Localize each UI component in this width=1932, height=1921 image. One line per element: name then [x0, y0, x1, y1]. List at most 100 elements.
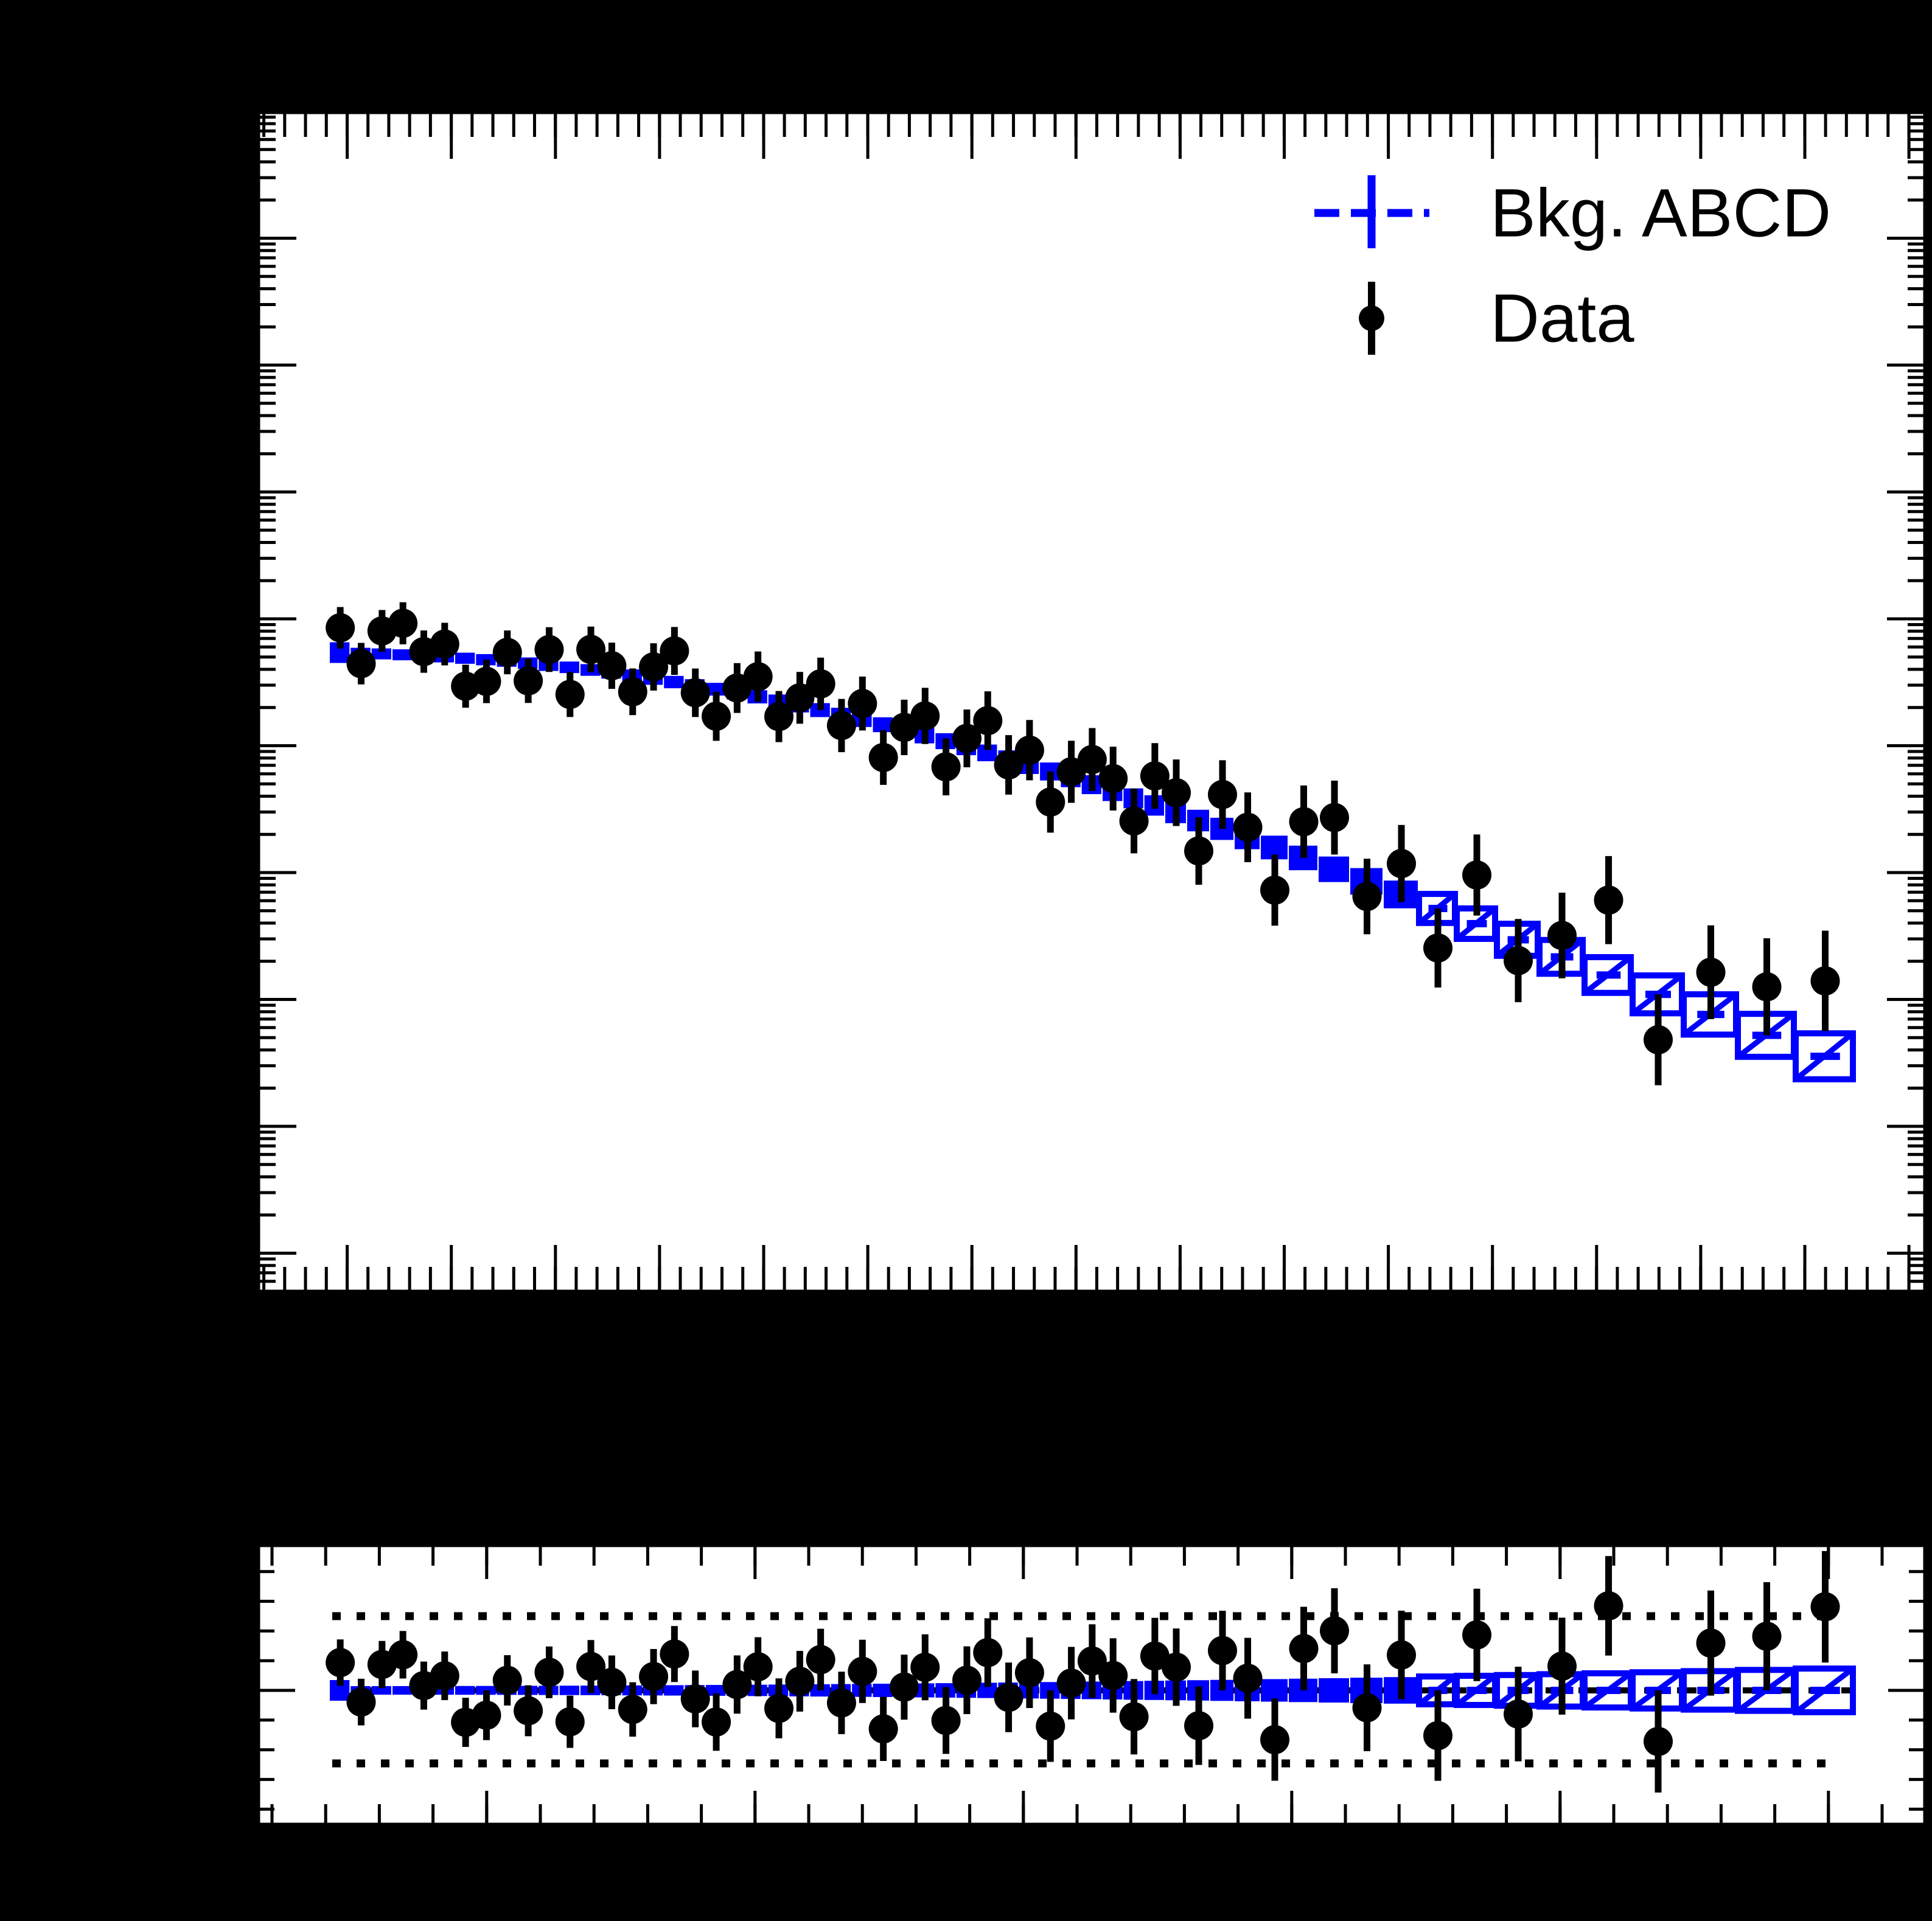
- ratio-point: [1162, 1652, 1191, 1682]
- data-point: [994, 750, 1024, 780]
- data-circle-marker: [1359, 305, 1384, 331]
- ratio-point: [702, 1707, 731, 1737]
- ratio-point: [492, 1665, 522, 1695]
- data-point: [326, 613, 355, 643]
- data-point: [1387, 849, 1416, 879]
- data-point: [931, 752, 961, 782]
- main-x-axis-ticks: [262, 113, 1911, 1291]
- ratio-point: [1208, 1636, 1237, 1665]
- data-point: [1208, 779, 1237, 809]
- data-point: [1260, 875, 1289, 905]
- ratio-point: [1077, 1646, 1107, 1676]
- ratio-point: [931, 1706, 961, 1735]
- ratio-point: [848, 1656, 877, 1686]
- data-point: [1752, 972, 1782, 1002]
- ratio-point: [1056, 1668, 1086, 1698]
- ratio-point: [1462, 1620, 1491, 1650]
- ratio-point: [639, 1662, 669, 1692]
- data-point: [1810, 966, 1840, 996]
- legend: Bkg. ABCD Data: [1314, 175, 1831, 357]
- ratio-point: [1387, 1640, 1416, 1670]
- ratio-point: [722, 1670, 752, 1700]
- data-point: [973, 706, 1003, 736]
- data-point: [1594, 885, 1623, 915]
- ratio-point: [743, 1652, 773, 1682]
- data-point: [1462, 860, 1491, 890]
- ratio-y-axis-ticks: [259, 1570, 1925, 1811]
- data-point: [1289, 807, 1319, 837]
- ratio-point: [826, 1688, 856, 1718]
- ratio-point: [1696, 1628, 1726, 1658]
- data-point: [514, 666, 543, 696]
- data-point: [910, 701, 940, 731]
- data-point: [1504, 946, 1533, 975]
- data-point: [618, 677, 647, 706]
- data-point: [785, 683, 815, 713]
- data-point: [826, 711, 856, 741]
- data-point: [848, 689, 877, 719]
- ratio-point: [1752, 1622, 1782, 1651]
- data-point: [1162, 778, 1191, 807]
- legend-label-data: Data: [1490, 281, 1634, 357]
- ratio-point: [764, 1693, 793, 1723]
- data-point: [555, 680, 585, 709]
- ratio-point: [1644, 1726, 1673, 1756]
- legend-item-bkg-abcd: Bkg. ABCD: [1314, 175, 1831, 251]
- ratio-point: [1014, 1658, 1044, 1688]
- ratio-point: [806, 1645, 835, 1675]
- ratio-point: [868, 1714, 898, 1744]
- data-point: [1119, 806, 1149, 836]
- data-point: [1696, 957, 1726, 987]
- ratio-point: [785, 1667, 815, 1696]
- data-point: [1547, 921, 1577, 950]
- ratio-point: [910, 1653, 940, 1682]
- data-point: [1014, 735, 1044, 765]
- ratio-point: [1098, 1661, 1128, 1690]
- data-point: [1140, 761, 1170, 791]
- main-y-axis-ticks: [259, 116, 1925, 1283]
- data-point: [1233, 812, 1263, 842]
- ratio-point: [1504, 1699, 1533, 1729]
- data-point: [597, 651, 627, 681]
- ratio-point: [1036, 1711, 1065, 1741]
- data-point: [764, 702, 793, 731]
- ratio-point: [952, 1665, 982, 1695]
- data-point: [1423, 933, 1452, 963]
- data-point: [1036, 787, 1065, 817]
- data-point: [1644, 1025, 1673, 1055]
- legend-item-data: Data: [1359, 281, 1634, 357]
- ratio-point: [680, 1684, 710, 1714]
- data-point: [1098, 764, 1128, 793]
- ratio-point: [576, 1651, 606, 1681]
- data-point: [1184, 836, 1213, 866]
- data-point: [1320, 803, 1349, 832]
- data-point: [680, 678, 710, 708]
- data-point: [702, 702, 731, 731]
- data-point: [868, 742, 898, 772]
- ratio-point: [514, 1696, 543, 1726]
- legend-label-bkg-abcd: Bkg. ABCD: [1490, 175, 1831, 251]
- ratio-point: [1320, 1616, 1349, 1646]
- ratio-point: [1423, 1721, 1452, 1751]
- ratio-point: [430, 1661, 459, 1691]
- ratio-point: [534, 1658, 564, 1687]
- ratio-point: [1184, 1711, 1213, 1741]
- data-point: [430, 629, 459, 659]
- data-point: [639, 652, 669, 682]
- ratio-point: [994, 1682, 1024, 1712]
- ratio-point: [1594, 1591, 1623, 1621]
- ratio-point: [1289, 1634, 1319, 1664]
- data-point: [346, 649, 376, 678]
- data-point: [743, 662, 773, 692]
- ratio-point: [1119, 1702, 1149, 1732]
- panel-frames: [257, 111, 1927, 1826]
- ratio-point: [1233, 1664, 1263, 1693]
- ratio-point: [1810, 1592, 1840, 1622]
- ratio-point: [597, 1667, 627, 1697]
- main-plot-frame: [257, 111, 1927, 1293]
- ratio-point: [555, 1707, 585, 1737]
- ratio-point: [973, 1637, 1003, 1667]
- ratio-point: [889, 1672, 919, 1702]
- data-point: [492, 638, 522, 668]
